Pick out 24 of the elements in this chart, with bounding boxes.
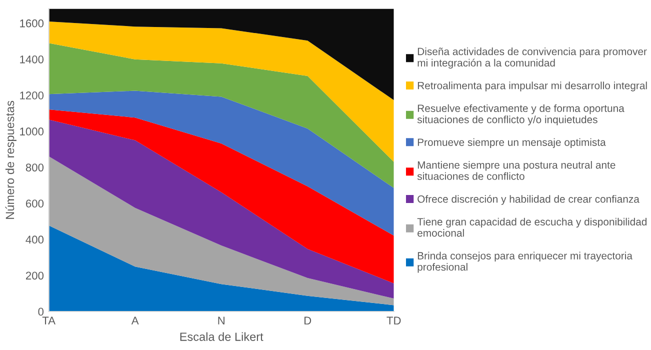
x-tick-label: N xyxy=(218,316,224,324)
legend-label: Tiene gran capacidad de escucha y disponibilidad emocional xyxy=(417,218,647,237)
y-tick-label: 800 xyxy=(26,164,44,172)
x-tick-label: TA xyxy=(42,316,56,324)
y-axis-title: Número de respuestas xyxy=(5,100,16,219)
y-tick-label: 1600 xyxy=(20,19,44,28)
y-tick-label: 400 xyxy=(26,236,44,244)
legend-label: Ofrece discreción y habilidad de crear confianza xyxy=(418,194,640,205)
y-tick-label: 0 xyxy=(38,308,44,316)
x-tick-label: A xyxy=(131,316,139,324)
y-tick-label: 600 xyxy=(26,200,44,208)
x-axis-title: Escala de Likert xyxy=(180,332,264,341)
x-tick-label: D xyxy=(304,316,312,324)
legend-label: Diseña actividades de convivencia para promover mi integración a la comunidad xyxy=(418,48,647,69)
y-tick-label: 1400 xyxy=(20,55,44,64)
x-tick-label: TD xyxy=(386,316,401,324)
y-tick-label: 200 xyxy=(26,272,44,280)
legend-label: Resuelve efectivamente y de forma oportuna situaciones de conflicto y/o inquietudes xyxy=(417,104,624,126)
y-tick-label: 1200 xyxy=(20,92,44,100)
legend-label: Brinda consejos para enriquecer mi trayectoria profesional xyxy=(418,252,632,273)
legend-label: Promueve siempre un mensaje optimista xyxy=(418,138,606,148)
legend-label: Mantiene siempre una postura neutral ante situaciones de conflicto xyxy=(417,161,616,180)
y-tick-label: 1000 xyxy=(20,128,44,136)
legend-label: Retroalimenta para impulsar mi desarrollo integral xyxy=(418,82,647,92)
